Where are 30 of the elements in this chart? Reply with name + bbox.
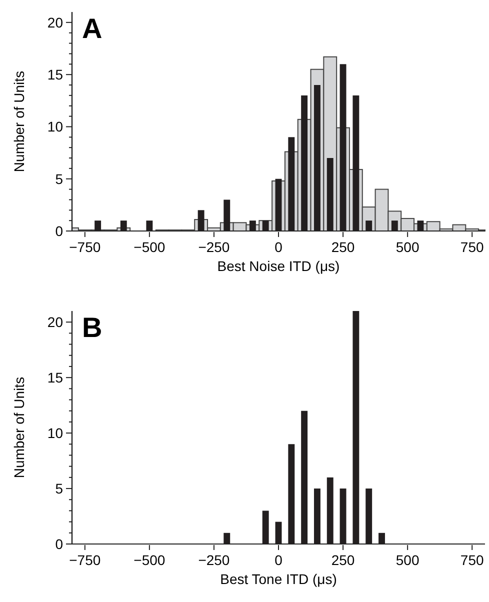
x-tick-label: 0: [274, 239, 283, 255]
y-tick-label: 20: [47, 314, 64, 330]
y-axis-title: Number of Units: [11, 70, 27, 172]
y-tick-label: 5: [55, 170, 64, 187]
y-tick-label: 0: [55, 222, 64, 239]
y-tick-label: 10: [47, 424, 64, 441]
chart-title: B: [82, 312, 102, 343]
x-axis-title: Best Tone ITD (μs): [220, 571, 337, 587]
x-tick-label: 250: [331, 239, 355, 255]
x-tick-label: −750: [69, 552, 101, 568]
y-axis-title: Number of Units: [11, 376, 27, 478]
x-tick-label: −750: [69, 239, 101, 255]
x-axis-title: Best Noise ITD (μs): [217, 258, 340, 274]
x-tick-label: 500: [396, 239, 420, 255]
x-tick-label: 0: [274, 552, 283, 568]
x-tick-label: 250: [331, 552, 355, 568]
x-tick-label: 750: [460, 239, 484, 255]
x-tick-label: −250: [198, 239, 230, 255]
x-tick-label: 500: [396, 552, 420, 568]
y-tick-label: 15: [47, 369, 64, 386]
y-tick-label: 10: [47, 118, 64, 135]
y-tick-label: 20: [47, 14, 64, 30]
x-tick-label: −250: [198, 552, 230, 568]
y-tick-label: 15: [47, 66, 64, 82]
y-tick-label: 5: [55, 480, 64, 496]
x-tick-label: −500: [134, 239, 166, 255]
y-tick-label: 0: [55, 536, 64, 552]
x-tick-label: −500: [134, 552, 166, 568]
chart-title: A: [82, 13, 102, 44]
x-tick-label: 750: [460, 552, 484, 568]
